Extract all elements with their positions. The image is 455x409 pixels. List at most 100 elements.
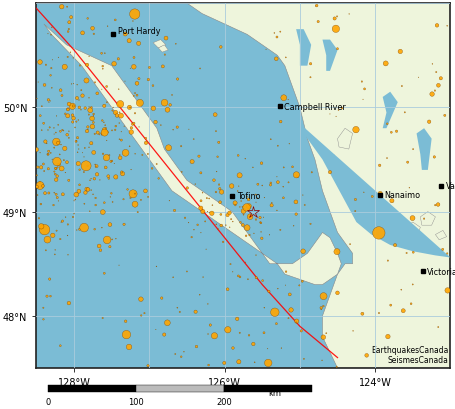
Point — [64, 107, 71, 114]
Polygon shape — [153, 40, 166, 49]
Point — [73, 227, 81, 234]
Point — [73, 119, 80, 126]
Point — [217, 45, 224, 51]
Point — [126, 66, 134, 72]
Point — [103, 100, 111, 106]
Point — [61, 64, 68, 71]
Point — [79, 93, 86, 100]
Point — [228, 183, 235, 190]
Point — [116, 137, 123, 143]
Point — [64, 233, 71, 239]
Point — [195, 153, 202, 160]
Point — [131, 12, 138, 18]
Point — [72, 197, 79, 203]
Point — [109, 108, 116, 115]
Point — [346, 241, 354, 248]
Point — [314, 19, 322, 26]
Point — [33, 96, 40, 103]
Point — [318, 306, 325, 313]
Point — [81, 154, 88, 161]
Point — [245, 197, 252, 203]
Point — [111, 18, 119, 24]
Point — [277, 29, 284, 36]
Point — [239, 222, 247, 229]
Point — [64, 4, 71, 11]
Point — [37, 201, 45, 208]
Point — [144, 194, 152, 201]
Point — [190, 227, 197, 234]
Point — [153, 263, 160, 270]
Point — [146, 65, 153, 72]
Point — [359, 97, 367, 103]
Point — [116, 110, 123, 117]
Point — [90, 150, 97, 156]
Point — [99, 66, 106, 73]
Point — [62, 111, 69, 118]
Point — [118, 129, 125, 136]
Point — [98, 130, 105, 137]
Point — [134, 209, 142, 216]
Point — [243, 204, 250, 211]
Point — [192, 181, 199, 188]
Point — [444, 288, 451, 294]
Point — [73, 95, 81, 102]
Point — [45, 152, 52, 158]
Point — [199, 209, 207, 215]
Point — [265, 360, 272, 366]
Point — [84, 16, 91, 22]
Point — [58, 166, 65, 172]
Point — [233, 316, 241, 322]
Point — [236, 330, 243, 336]
Polygon shape — [326, 155, 338, 169]
Point — [235, 273, 242, 279]
Point — [98, 225, 106, 231]
Point — [142, 140, 150, 147]
Point — [226, 225, 233, 231]
Point — [120, 196, 127, 203]
Point — [253, 217, 260, 223]
Point — [235, 359, 243, 365]
Point — [308, 170, 315, 176]
Point — [76, 105, 83, 111]
Point — [137, 197, 145, 204]
Point — [131, 90, 139, 97]
Point — [204, 301, 212, 308]
Point — [177, 353, 185, 360]
Point — [67, 50, 74, 56]
Point — [68, 81, 75, 88]
Bar — [224, 385, 312, 393]
Point — [171, 208, 178, 214]
Point — [81, 106, 89, 112]
Point — [55, 122, 62, 129]
Point — [51, 190, 58, 196]
Point — [40, 161, 47, 168]
Point — [294, 173, 301, 180]
Point — [84, 127, 91, 133]
Point — [91, 226, 98, 233]
Point — [45, 166, 52, 173]
Point — [129, 19, 136, 25]
Point — [133, 81, 141, 88]
Point — [86, 104, 93, 111]
Point — [64, 222, 71, 228]
Point — [103, 84, 110, 90]
Point — [286, 141, 293, 148]
Point — [116, 262, 123, 269]
Point — [127, 195, 134, 202]
Point — [267, 180, 274, 187]
Point — [42, 139, 49, 146]
Point — [115, 87, 122, 93]
Point — [271, 309, 278, 316]
Point — [185, 127, 192, 133]
Point — [109, 236, 116, 243]
Point — [126, 105, 134, 112]
Point — [253, 196, 261, 202]
Point — [435, 83, 442, 89]
Point — [103, 138, 111, 144]
Point — [393, 129, 400, 135]
Point — [90, 191, 97, 198]
Point — [172, 41, 179, 48]
Point — [260, 330, 268, 336]
Point — [86, 178, 94, 184]
Point — [75, 117, 82, 124]
